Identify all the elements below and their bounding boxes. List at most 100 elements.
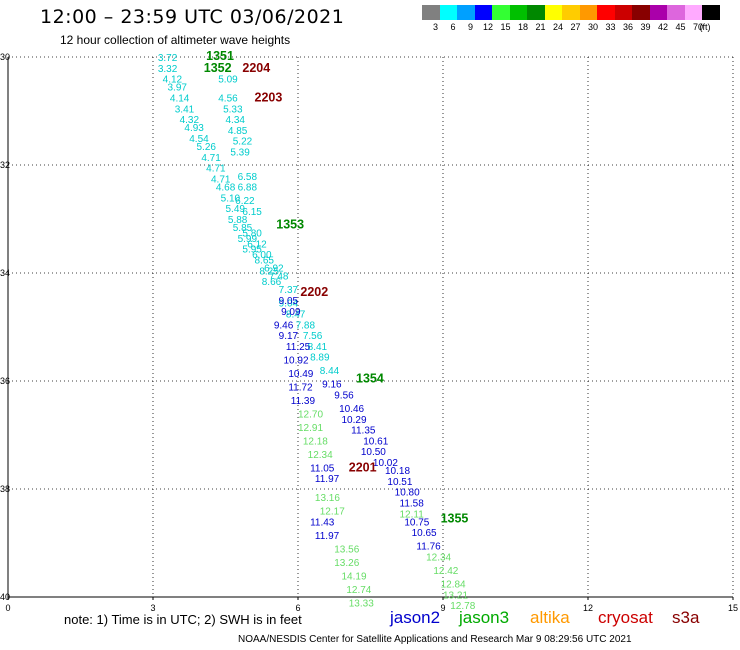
wave-height-value: 4.85	[228, 126, 248, 137]
wave-height-value: 5.26	[197, 142, 217, 153]
satellite-label-altika: altika	[530, 608, 570, 627]
scale-swatch	[474, 5, 492, 20]
wave-height-value: 7.56	[303, 331, 323, 342]
wave-height-value: 4.54	[189, 134, 209, 145]
wave-height-value: 4.71	[201, 153, 221, 164]
scale-label: 6	[450, 22, 456, 32]
wave-height-value: 11.05	[310, 463, 335, 474]
wave-height-value: 5.49	[226, 204, 246, 215]
footer-note: note: 1) Time is in UTC; 2) SWH is in fe…	[64, 612, 302, 627]
wave-height-value: 11.76	[416, 542, 441, 553]
wave-height-value: 13.56	[334, 544, 359, 555]
wave-height-value: 11.72	[288, 382, 313, 393]
scale-swatch	[684, 5, 702, 20]
wave-height-value: 12.34	[426, 553, 451, 564]
scale-label: 15	[500, 22, 511, 32]
wave-height-value: 6.92	[264, 264, 284, 275]
wave-height-value: 12.18	[303, 436, 328, 447]
scale-swatch	[422, 5, 440, 20]
wave-height-value: 3.72	[158, 53, 178, 64]
scale-swatch	[492, 5, 510, 20]
satellite-label-jason3: jason3	[459, 608, 510, 627]
wave-height-value: 6.15	[242, 207, 262, 218]
pass-number-label: 2203	[255, 91, 283, 105]
scale-swatch	[439, 5, 457, 20]
wave-height-value: 10.18	[385, 466, 410, 477]
scale-swatch	[702, 5, 720, 20]
scale-label: 24	[553, 22, 564, 32]
wave-height-value: 10.61	[363, 436, 388, 447]
wave-height-value: 7.88	[296, 320, 316, 331]
wave-height-value: 8.66	[262, 277, 282, 288]
wave-height-value: 4.93	[184, 123, 204, 134]
wave-height-value: 8.65	[255, 256, 275, 267]
wave-height-value: 4.56	[218, 94, 238, 105]
wave-height-value: 4.34	[226, 115, 246, 126]
wave-height-value: 12.42	[433, 566, 458, 577]
scale-swatch	[509, 5, 527, 20]
wave-height-value: 9.17	[279, 331, 299, 342]
pass-number-label: 1353	[276, 217, 304, 231]
wave-height-value: 12.70	[298, 409, 323, 420]
wave-height-value: 10.02	[373, 458, 398, 469]
wave-height-value: 6.22	[235, 196, 255, 207]
wave-height-value: 11.25	[286, 342, 311, 353]
scale-label: 3	[433, 22, 439, 32]
wave-height-value: 13.21	[443, 590, 468, 601]
scale-label: 12	[483, 22, 494, 32]
wave-height-value: 4.71	[211, 175, 231, 186]
wave-height-value: 11.97	[315, 531, 340, 542]
wave-height-value: 4.32	[180, 115, 200, 126]
wave-height-value: 10.46	[339, 404, 364, 415]
pass-number-label: 1354	[356, 371, 384, 385]
wave-height-value: 8.25	[259, 266, 279, 277]
wave-height-value: 10.75	[404, 517, 429, 528]
wave-height-value: 4.12	[163, 75, 183, 86]
scale-swatch	[649, 5, 667, 20]
wave-height-value: 8.44	[320, 366, 340, 377]
wave-height-value: 5.88	[228, 215, 248, 226]
wave-height-value: 10.51	[387, 477, 412, 488]
pass-number-label: 1355	[441, 512, 469, 526]
x-tick-label: 0	[5, 603, 10, 613]
scale-label: 36	[623, 22, 634, 32]
x-tick-label: 3	[150, 603, 155, 613]
wave-height-value: 11.43	[310, 517, 335, 528]
wave-height-value: 6.88	[238, 183, 258, 194]
pass-number-label: 2202	[300, 285, 328, 299]
wave-height-value: 11.35	[351, 426, 376, 437]
wave-height-value: 13.33	[349, 598, 374, 609]
wave-height-value: 5.22	[233, 137, 253, 148]
x-tick-label: 15	[728, 603, 738, 613]
wave-height-value: 14.19	[342, 571, 367, 582]
x-tick-label: 6	[295, 603, 300, 613]
scale-swatch	[597, 5, 615, 20]
pass-number-label: 1352	[204, 61, 232, 75]
y-tick-label: -30	[0, 52, 10, 62]
y-tick-label: -34	[0, 268, 10, 278]
wave-height-value: 9.56	[334, 391, 354, 402]
scale-label: 45	[675, 22, 686, 32]
wave-height-value: 4.68	[216, 183, 236, 194]
wave-height-value: 5.33	[223, 104, 243, 115]
y-tick-label: -40	[0, 592, 10, 602]
wave-height-value: 5.10	[221, 193, 241, 204]
scale-swatch	[632, 5, 650, 20]
wave-height-value: 10.65	[412, 528, 437, 539]
wave-height-value: 5.95	[242, 245, 262, 256]
wave-height-value: 9.09	[281, 307, 301, 318]
scale-unit: (ft)	[699, 22, 711, 32]
wave-height-value: 8.41	[308, 342, 328, 353]
wave-height-value: 8.89	[310, 353, 330, 364]
scale-label: 42	[658, 22, 669, 32]
wave-height-value: 10.80	[395, 488, 420, 499]
wave-height-value: 12.91	[298, 423, 323, 434]
scale-label: 27	[570, 22, 581, 32]
wave-height-value: 3.97	[168, 83, 188, 94]
wave-height-value: 13.16	[315, 493, 340, 504]
wave-height-value: 7.37	[279, 285, 299, 296]
wave-height-value: 6.00	[252, 250, 272, 261]
scale-swatch	[562, 5, 580, 20]
pass-number-label: 2201	[349, 460, 377, 474]
wave-height-value: 10.49	[288, 369, 313, 380]
